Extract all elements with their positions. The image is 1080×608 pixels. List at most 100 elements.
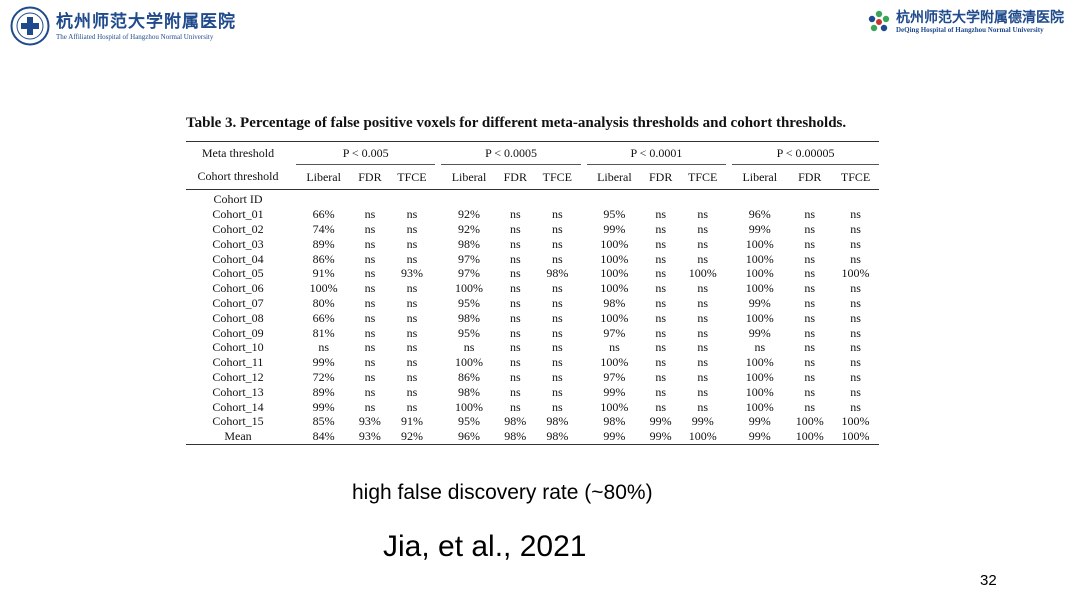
false-positive-table: Meta threshold P < 0.005 P < 0.0005 P < …	[186, 141, 879, 445]
value-cell: 100%	[455, 355, 484, 370]
value-cell: 100%	[745, 369, 774, 384]
method-header: Liberal	[296, 164, 352, 190]
meta-threshold-label: Meta threshold	[186, 141, 290, 165]
value-cell: ns	[552, 384, 563, 399]
value-cell: ns	[804, 295, 816, 310]
value-cell: 100%	[745, 310, 774, 325]
method-header: TFCE	[533, 164, 581, 190]
value-cell: ns	[552, 399, 563, 414]
value-cell: ns	[406, 340, 418, 355]
table-row: Cohort_09 81% ns ns 95% ns ns 97% ns ns 99% ns ns	[186, 325, 879, 340]
value-cell: 100%	[688, 266, 717, 281]
value-cell: ns	[509, 281, 521, 296]
cohort-id-cell: Cohort_13	[212, 384, 264, 399]
value-cell: ns	[609, 340, 620, 355]
table-row: Cohort_12 72% ns ns 86% ns ns 97% ns ns 100% ns ns	[186, 370, 879, 385]
value-cell: ns	[406, 221, 418, 236]
value-cell: ns	[509, 325, 521, 340]
value-cell: ns	[552, 207, 563, 222]
value-cell: ns	[697, 369, 709, 384]
value-cell: 100%	[600, 266, 629, 281]
cohort-id-header-row: Cohort ID	[186, 190, 879, 207]
value-cell: ns	[655, 207, 666, 222]
value-cell: 84%	[296, 428, 352, 445]
value-cell: 100%	[600, 310, 629, 325]
value-cell: ns	[850, 399, 861, 414]
value-cell: 92%	[388, 428, 436, 445]
value-cell: ns	[804, 310, 816, 325]
value-cell: ns	[552, 310, 563, 325]
value-cell: ns	[406, 295, 418, 310]
meta-threshold-header-row: Meta threshold P < 0.005 P < 0.0005 P < …	[186, 141, 879, 165]
method-header: TFCE	[832, 164, 879, 190]
value-cell: ns	[364, 236, 376, 251]
value-cell: ns	[850, 251, 861, 266]
value-cell: ns	[655, 369, 666, 384]
value-cell: 100%	[832, 428, 879, 445]
cohort-id-cell: Cohort_03	[212, 236, 264, 251]
cohort-id-cell: Cohort_01	[212, 207, 264, 222]
left-hospital-logo: 杭州师范大学附属医院 The Affiliated Hospital of Ha…	[10, 6, 236, 46]
value-cell: ns	[509, 207, 521, 222]
value-cell: 99%	[603, 221, 626, 236]
value-cell: ns	[552, 236, 563, 251]
cohort-id-cell: Cohort_08	[212, 310, 264, 325]
method-header: FDR	[496, 164, 534, 190]
value-cell: 92%	[458, 221, 481, 236]
value-cell: 86%	[458, 369, 481, 384]
left-logo-chinese-name: 杭州师范大学附属医院	[56, 11, 236, 32]
value-cell: 100%	[600, 399, 629, 414]
value-cell: ns	[406, 281, 418, 296]
value-cell: ns	[364, 281, 376, 296]
value-cell: ns	[850, 310, 861, 325]
value-cell: ns	[850, 236, 861, 251]
value-cell: 98%	[546, 414, 569, 429]
hospital-seal-icon	[10, 6, 50, 46]
value-cell: 98%	[458, 236, 481, 251]
value-cell: ns	[804, 236, 816, 251]
value-cell: 97%	[603, 369, 626, 384]
value-cell: 100%	[745, 266, 774, 281]
value-cell: ns	[804, 340, 816, 355]
table-row: Cohort_15 85% 93% 91% 95% 98% 98% 98% 99% 99% 99% 1…	[186, 414, 879, 429]
cohort-threshold-label: Cohort threshold	[186, 164, 290, 190]
value-cell: ns	[406, 207, 418, 222]
value-cell: 66%	[312, 207, 335, 222]
cohort-id-cell: Cohort_10	[212, 340, 264, 355]
value-cell: ns	[463, 340, 475, 355]
method-header: FDR	[642, 164, 680, 190]
value-cell: ns	[850, 340, 861, 355]
value-cell: 93%	[400, 266, 423, 281]
slide-caption: high false discovery rate (~80%)	[352, 481, 653, 504]
value-cell: ns	[552, 295, 563, 310]
table-row: Cohort_05 91% ns 93% 97% ns 98% 100% ns 100% 100% n…	[186, 266, 879, 281]
table-row: Cohort_07 80% ns ns 95% ns ns 98% ns ns 99% ns ns	[186, 296, 879, 311]
value-cell: 100%	[455, 399, 484, 414]
value-cell: 100%	[745, 384, 774, 399]
value-cell: 98%	[458, 384, 481, 399]
value-cell: 100%	[745, 355, 774, 370]
value-cell: 86%	[312, 251, 335, 266]
value-cell: ns	[406, 369, 418, 384]
value-cell: ns	[509, 310, 521, 325]
value-cell: ns	[364, 266, 376, 281]
value-cell: 98%	[546, 266, 569, 281]
value-cell: ns	[509, 236, 521, 251]
meta-threshold-group: P < 0.0005	[441, 141, 581, 165]
value-cell: ns	[655, 236, 666, 251]
value-cell: ns	[318, 340, 329, 355]
value-cell: 100%	[600, 236, 629, 251]
value-cell: 99%	[642, 428, 680, 445]
value-cell: 93%	[358, 414, 381, 429]
value-cell: 100%	[745, 399, 774, 414]
value-cell: ns	[697, 295, 709, 310]
value-cell: ns	[697, 340, 709, 355]
value-cell: ns	[406, 399, 418, 414]
value-cell: ns	[850, 207, 861, 222]
value-cell: ns	[509, 384, 521, 399]
table-row: Cohort_08 66% ns ns 98% ns ns 100% ns ns 100% ns ns	[186, 310, 879, 325]
cohort-id-label: Cohort ID	[213, 192, 263, 207]
value-cell: 100%	[745, 251, 774, 266]
mean-row: Mean 84% 93% 92% 96% 98% 98% 99% 99% 100% 99% 100% 1…	[186, 428, 879, 445]
value-cell: ns	[406, 236, 418, 251]
